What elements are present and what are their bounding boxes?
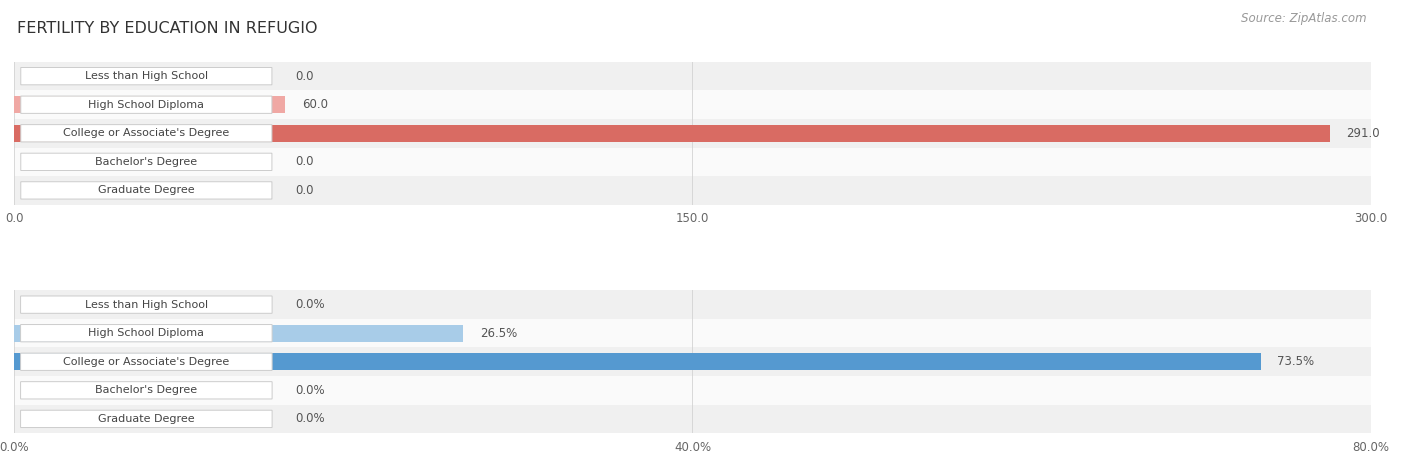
Bar: [14, 90, 1371, 119]
Text: Less than High School: Less than High School: [84, 71, 208, 81]
FancyBboxPatch shape: [21, 125, 271, 142]
Text: College or Associate's Degree: College or Associate's Degree: [63, 357, 229, 367]
Bar: [14, 347, 1371, 376]
Text: 0.0: 0.0: [295, 184, 314, 197]
FancyBboxPatch shape: [21, 325, 273, 342]
Bar: [14, 119, 1371, 148]
Text: High School Diploma: High School Diploma: [89, 328, 204, 338]
Text: 0.0: 0.0: [295, 155, 314, 169]
Bar: [14, 96, 285, 113]
Bar: [14, 319, 1371, 347]
Text: Graduate Degree: Graduate Degree: [98, 414, 194, 424]
FancyBboxPatch shape: [21, 96, 271, 113]
FancyBboxPatch shape: [21, 410, 273, 427]
Text: 0.0%: 0.0%: [295, 412, 325, 426]
FancyBboxPatch shape: [21, 182, 271, 199]
Bar: [14, 62, 1371, 90]
Text: Bachelor's Degree: Bachelor's Degree: [96, 157, 197, 167]
FancyBboxPatch shape: [21, 382, 273, 399]
Text: Source: ZipAtlas.com: Source: ZipAtlas.com: [1241, 12, 1367, 25]
Bar: [14, 290, 1371, 319]
Text: High School Diploma: High School Diploma: [89, 99, 204, 110]
Text: College or Associate's Degree: College or Associate's Degree: [63, 128, 229, 139]
FancyBboxPatch shape: [21, 353, 273, 370]
FancyBboxPatch shape: [21, 153, 271, 170]
Text: 60.0: 60.0: [302, 98, 328, 111]
FancyBboxPatch shape: [21, 296, 273, 313]
Bar: [14, 405, 1371, 433]
Bar: [14, 125, 1330, 142]
Text: Bachelor's Degree: Bachelor's Degree: [96, 385, 197, 396]
Text: Graduate Degree: Graduate Degree: [98, 185, 194, 196]
Text: 0.0%: 0.0%: [295, 384, 325, 397]
Bar: [14, 148, 1371, 176]
Bar: [14, 176, 1371, 205]
Text: 291.0: 291.0: [1347, 127, 1381, 140]
Text: Less than High School: Less than High School: [84, 299, 208, 310]
Text: 0.0%: 0.0%: [295, 298, 325, 311]
Bar: [14, 376, 1371, 405]
FancyBboxPatch shape: [21, 68, 271, 85]
Text: FERTILITY BY EDUCATION IN REFUGIO: FERTILITY BY EDUCATION IN REFUGIO: [17, 21, 318, 37]
Bar: [14, 325, 464, 342]
Text: 0.0: 0.0: [295, 69, 314, 83]
Bar: [14, 353, 1261, 370]
Text: 73.5%: 73.5%: [1277, 355, 1315, 368]
Text: 26.5%: 26.5%: [479, 327, 517, 340]
